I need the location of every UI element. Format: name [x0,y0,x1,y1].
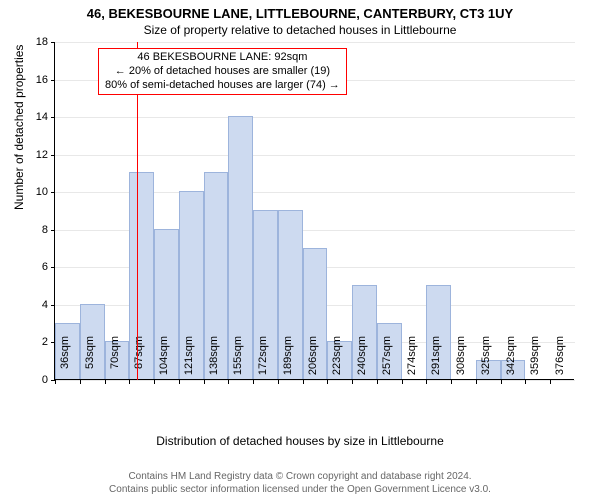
xtick-label: 155sqm [232,336,244,386]
xtick-mark [426,380,427,384]
ytick-label: 10 [18,186,48,198]
xtick-label: 376sqm [554,336,566,386]
ytick-mark [51,192,55,193]
ytick-label: 2 [18,336,48,348]
ytick-mark [51,117,55,118]
page-subtitle: Size of property relative to detached ho… [0,21,600,37]
page-title: 46, BEKESBOURNE LANE, LITTLEBOURNE, CANT… [0,0,600,21]
xtick-mark [204,380,205,384]
xtick-mark [253,380,254,384]
ytick-label: 0 [18,374,48,386]
xtick-label: 138sqm [208,336,220,386]
plot-wrap: 36sqm53sqm70sqm87sqm104sqm121sqm138sqm15… [54,42,574,380]
xtick-mark [476,380,477,384]
chart-root: 46, BEKESBOURNE LANE, LITTLEBOURNE, CANT… [0,0,600,500]
ytick-mark [51,155,55,156]
xtick-label: 206sqm [307,336,319,386]
ytick-label: 12 [18,149,48,161]
xtick-mark [352,380,353,384]
xtick-mark [278,380,279,384]
xtick-mark [55,380,56,384]
xtick-label: 36sqm [59,336,71,386]
y-axis-label: Number of detached properties [12,45,26,210]
xtick-label: 325sqm [480,336,492,386]
xtick-mark [451,380,452,384]
ytick-mark [51,267,55,268]
xtick-label: 104sqm [158,336,170,386]
xtick-mark [525,380,526,384]
xtick-label: 223sqm [331,336,343,386]
annotation-line: 80% of semi-detached houses are larger (… [105,79,340,93]
xtick-mark [327,380,328,384]
footer-line: Contains HM Land Registry data © Crown c… [0,470,600,483]
ytick-mark [51,80,55,81]
xtick-label: 53sqm [84,336,96,386]
xtick-mark [105,380,106,384]
footer-line: Contains public sector information licen… [0,483,600,496]
xtick-mark [129,380,130,384]
annotation-line: 46 BEKESBOURNE LANE: 92sqm [105,51,340,65]
annotation-line: ← 20% of detached houses are smaller (19… [105,65,340,79]
xtick-label: 308sqm [455,336,467,386]
ytick-label: 16 [18,74,48,86]
xtick-label: 172sqm [257,336,269,386]
ytick-label: 14 [18,111,48,123]
xtick-mark [402,380,403,384]
gridline [55,117,575,118]
ytick-label: 8 [18,224,48,236]
xtick-label: 240sqm [356,336,368,386]
ytick-label: 18 [18,36,48,48]
xtick-label: 189sqm [282,336,294,386]
ytick-label: 6 [18,261,48,273]
xtick-label: 121sqm [183,336,195,386]
ytick-label: 4 [18,299,48,311]
ytick-mark [51,305,55,306]
ytick-mark [51,230,55,231]
xtick-mark [154,380,155,384]
gridline [55,155,575,156]
xtick-mark [228,380,229,384]
xtick-label: 342sqm [505,336,517,386]
xtick-mark [179,380,180,384]
x-axis-label: Distribution of detached houses by size … [0,434,600,448]
xtick-mark [80,380,81,384]
ytick-mark [51,42,55,43]
footer: Contains HM Land Registry data © Crown c… [0,470,600,496]
xtick-mark [377,380,378,384]
xtick-label: 274sqm [406,336,418,386]
xtick-mark [550,380,551,384]
xtick-label: 359sqm [529,336,541,386]
gridline [55,42,575,43]
xtick-label: 291sqm [430,336,442,386]
xtick-label: 70sqm [109,336,121,386]
xtick-mark [501,380,502,384]
annotation-box: 46 BEKESBOURNE LANE: 92sqm← 20% of detac… [98,48,347,95]
xtick-label: 257sqm [381,336,393,386]
xtick-label: 87sqm [133,336,145,386]
xtick-mark [303,380,304,384]
